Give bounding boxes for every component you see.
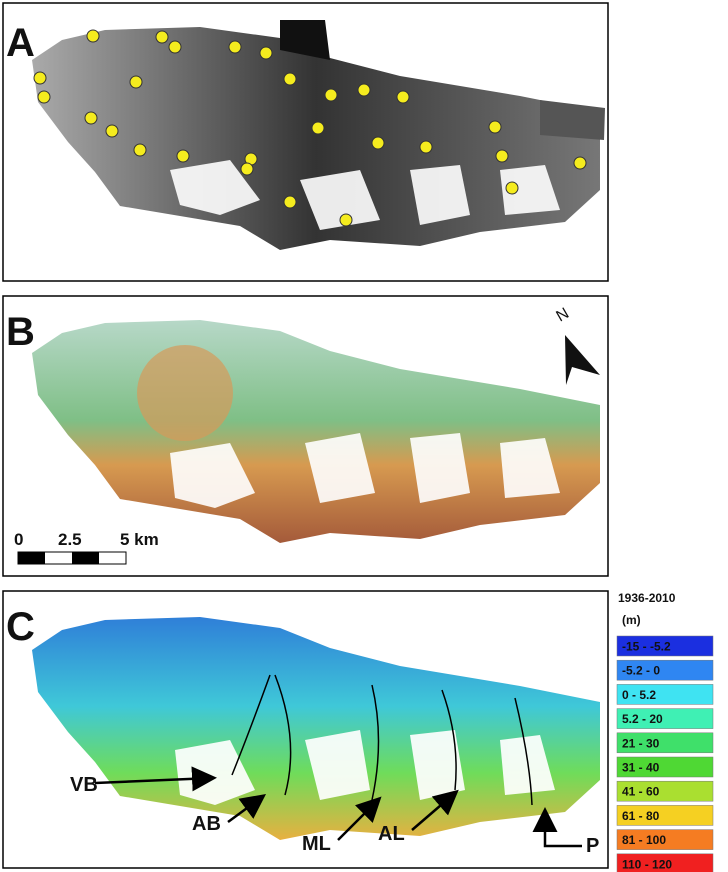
gcp-point [340,214,352,226]
gcp-point [284,73,296,85]
legend-label: 110 - 120 [622,857,672,871]
gcp-point [85,112,97,124]
glacier-label: AB [192,813,221,835]
scale-label: 0 [14,530,23,549]
legend-label: 81 - 100 [622,833,666,847]
gcp-point [229,41,241,53]
gcp-point [169,41,181,53]
scale-label: 5 km [120,530,159,549]
glacier-label: P [586,835,599,857]
scale-bar [18,552,126,564]
legend-label: -15 - -5.2 [622,640,671,654]
gcp-point [156,31,168,43]
legend-label: 5.2 - 20 [622,712,663,726]
gcp-point [358,84,370,96]
legend-label: 0 - 5.2 [622,688,656,702]
glacier-label: AL [378,823,405,845]
gcp-point [489,121,501,133]
gcp-point [506,182,518,194]
panel-label: C [6,605,35,649]
gcp-point [34,72,46,84]
legend-label: 41 - 60 [622,785,660,799]
gcp-point [397,91,409,103]
glacier-label: ML [302,833,331,855]
gcp-point [420,141,432,153]
gcp-point [38,91,50,103]
gcp-point [134,144,146,156]
gcp-point [372,137,384,149]
gcp-point [284,196,296,208]
legend-unit: (m) [622,613,641,627]
gcp-point [496,150,508,162]
gcp-point [87,30,99,42]
figure: A B C N 0 2.5 5 km 1936-2010 (m) -15 - -… [0,0,728,872]
gcp-point [260,47,272,59]
legend: -15 - -5.2 -5.2 - 0 0 - 5.2 5.2 - 20 21 - 30… [617,636,713,872]
gcp-point [312,122,324,134]
gcp-point [106,125,118,137]
legend-label: -5.2 - 0 [622,664,660,678]
legend-title: 1936-2010 [618,591,676,605]
gcp-point [325,89,337,101]
gcp-point [177,150,189,162]
legend-label: 61 - 80 [622,809,660,823]
gcp-point [130,76,142,88]
panel-label: B [6,310,35,354]
legend-label: 31 - 40 [622,761,660,775]
legend-label: 21 - 30 [622,736,660,750]
gcp-point [574,157,586,169]
glacier-label: VB [70,774,98,796]
panel-label: A [6,21,35,65]
gcp-point [241,163,253,175]
scale-label: 2.5 [58,530,82,549]
